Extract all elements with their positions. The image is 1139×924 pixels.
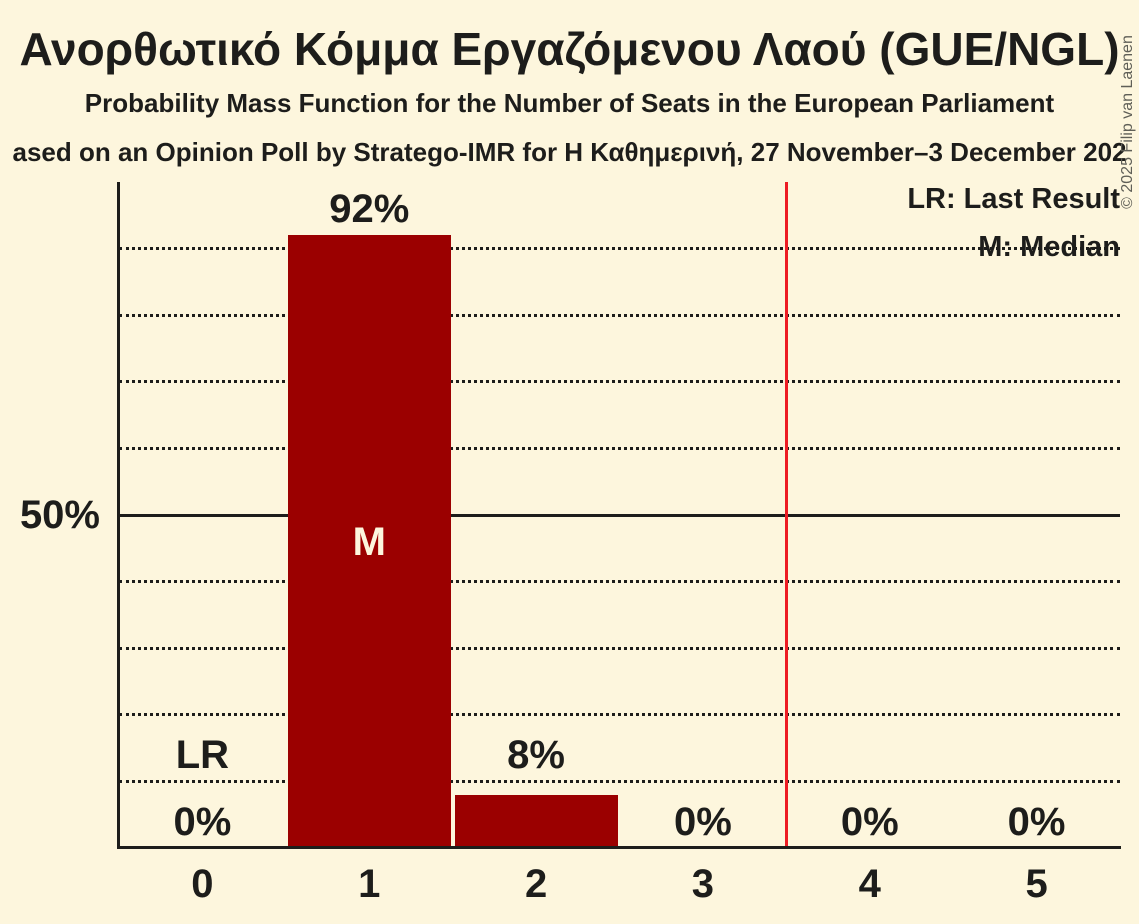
gridline-20pct	[119, 713, 1120, 717]
chart-source-line: ased on an Opinion Poll by Stratego-IMR …	[12, 137, 1127, 167]
bar-value-label-seat-0: 0%	[173, 800, 232, 844]
bar-seat-1	[287, 235, 451, 848]
y-axis-line	[117, 182, 120, 849]
legend-median: M: Median	[978, 231, 1120, 263]
bar-value-label-seat-1: 92%	[329, 187, 410, 232]
bar-seat-2	[454, 794, 618, 848]
bar-value-label-seat-5: 0%	[1007, 800, 1066, 844]
gridline-40pct	[119, 580, 1120, 584]
threshold-line	[784, 182, 788, 848]
gridline-70pct	[119, 380, 1120, 384]
bar-value-label-seat-2: 8%	[507, 733, 565, 778]
x-axis-line	[117, 846, 1121, 849]
x-tick-label-0: 0	[191, 862, 214, 906]
gridline-10pct	[119, 779, 1120, 783]
chart-subtitle: Probability Mass Function for the Number…	[84, 88, 1055, 118]
last-result-marker: LR	[175, 733, 230, 778]
x-tick-label-4: 4	[858, 862, 881, 906]
x-tick-label-2: 2	[524, 862, 548, 906]
gridline-30pct	[119, 646, 1120, 650]
x-tick-label-5: 5	[1025, 862, 1048, 906]
bar-value-label-seat-3: 0%	[674, 800, 732, 844]
gridline-60pct	[119, 446, 1120, 450]
x-tick-label-3: 3	[691, 862, 715, 906]
legend-last-result: LR: Last Result	[907, 183, 1120, 215]
median-marker: M	[352, 519, 386, 564]
chart-title: Ανορθωτικό Κόμμα Εργαζόμενου Λαού (GUE/N…	[19, 23, 1120, 75]
gridline-80pct	[119, 313, 1120, 317]
gridline-50pct	[119, 513, 1120, 517]
x-tick-label-1: 1	[358, 862, 381, 906]
y-axis-tick-50pct: 50%	[19, 493, 100, 537]
bar-value-label-seat-4: 0%	[840, 800, 899, 844]
gridline-90pct	[119, 247, 1120, 251]
